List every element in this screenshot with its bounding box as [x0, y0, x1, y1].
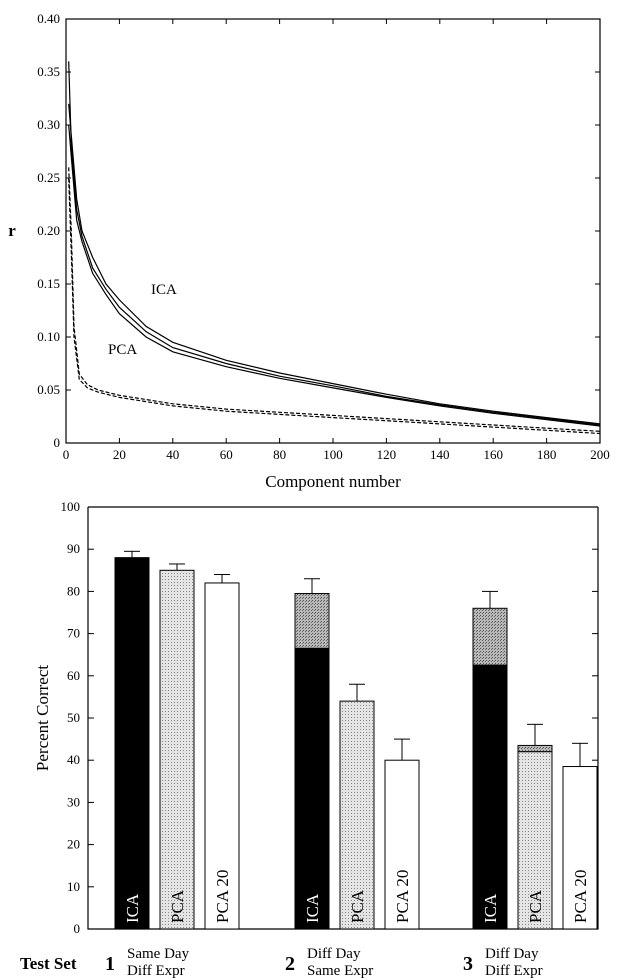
- test-set-number: 1: [105, 953, 115, 975]
- pca-20-bar: [384, 759, 420, 930]
- x-tick-label: 160: [483, 447, 503, 462]
- bar-y-tick-label: 70: [67, 626, 80, 641]
- ica-bar: [472, 664, 508, 930]
- pca-bar-label: PCA: [168, 889, 187, 923]
- ica-bar: [294, 647, 330, 930]
- test-set-condition-line1: Diff Day: [307, 946, 361, 962]
- pca-bar-label: PCA: [526, 889, 545, 923]
- ica-bar-label: ICA: [481, 893, 500, 923]
- bar-chart-bars: ICA PCA PCA 20 ICA PCA PCA 20 ICA PCA PCA 20: [114, 550, 598, 930]
- bar-chart: 0 10 20 30 40 50 60 70 80 90 100 ICA PCA PCA 20 ICA PC…: [20, 499, 599, 979]
- test-set-condition-line2: Diff Expr: [127, 963, 185, 979]
- ica-series-line: [68, 61, 601, 426]
- test-set-condition-line1: Diff Day: [485, 946, 539, 962]
- y-tick-label: 0.15: [37, 276, 60, 291]
- bar-y-tick-label: 0: [74, 921, 81, 936]
- ica-series-line: [68, 124, 601, 427]
- pca-20-bar: [562, 766, 598, 930]
- test-set-label: Test Set: [20, 954, 77, 973]
- bar-y-tick-label: 50: [67, 710, 80, 725]
- bar-y-tick-label: 90: [67, 541, 80, 556]
- pca-bar: [339, 700, 375, 930]
- bar-chart-axes: 0 10 20 30 40 50 60 70 80 90 100: [61, 499, 598, 936]
- x-axis-title: Component number: [265, 472, 401, 491]
- bar-y-tick-label: 60: [67, 668, 80, 683]
- x-tick-label: 60: [220, 447, 233, 462]
- y-tick-label: 0.30: [37, 117, 60, 132]
- pca-bar-label: PCA: [348, 889, 367, 923]
- line-chart-series: [68, 61, 601, 435]
- pca-20-bar: [204, 582, 240, 930]
- y-tick-label: 0.10: [37, 329, 60, 344]
- ica-bar-stack: [294, 593, 330, 649]
- pca-bar-stack: [517, 744, 553, 753]
- ica-annotation: ICA: [151, 282, 177, 298]
- ica-series-line: [68, 103, 601, 425]
- ica-bar: [114, 557, 150, 930]
- test-set-number: 3: [463, 953, 473, 975]
- x-tick-label: 100: [323, 447, 343, 462]
- bar-y-tick-label: 10: [67, 879, 80, 894]
- ica-bar-label: ICA: [303, 893, 322, 923]
- ica-bar-label: ICA: [123, 893, 142, 923]
- y-tick-label: 0.35: [37, 64, 60, 79]
- test-set-number: 2: [285, 953, 295, 975]
- test-set-condition-line1: Same Day: [127, 946, 190, 962]
- pca-series-line: [68, 177, 601, 435]
- bar-y-tick-label: 100: [61, 499, 81, 514]
- x-tick-label: 80: [273, 447, 286, 462]
- x-tick-label: 0: [63, 447, 70, 462]
- pca-series-line: [68, 167, 601, 432]
- pca-bar: [517, 751, 553, 930]
- pca-annotation: PCA: [108, 342, 137, 358]
- y-tick-label: 0.20: [37, 223, 60, 238]
- line-chart-axes: 0 20 40 60 80 100 120 140 160 180 200 0 0.05 0.10 0.15…: [37, 11, 610, 462]
- bar-y-tick-label: 40: [67, 752, 80, 767]
- x-tick-label: 180: [537, 447, 557, 462]
- x-tick-label: 140: [430, 447, 450, 462]
- y-axis-title: r: [8, 221, 16, 240]
- x-tick-label: 40: [166, 447, 179, 462]
- x-tick-label: 20: [113, 447, 126, 462]
- bar-y-tick-label: 80: [67, 583, 80, 598]
- bar-y-tick-label: 30: [67, 794, 80, 809]
- y-tick-label: 0.05: [37, 382, 60, 397]
- pca-20-bar-label: PCA 20: [393, 870, 412, 923]
- line-plot-frame: [65, 18, 601, 444]
- ica-bar-stack: [472, 607, 508, 666]
- y-tick-label: 0.40: [37, 11, 60, 26]
- bar-y-axis-title: Percent Correct: [33, 665, 52, 771]
- pca-bar: [159, 569, 195, 930]
- bar-y-tick-label: 20: [67, 837, 80, 852]
- line-chart: 0 20 40 60 80 100 120 140 160 180 200 0 0.05 0.10 0.15…: [8, 11, 610, 491]
- y-tick-label: 0: [54, 435, 61, 450]
- y-tick-label: 0.25: [37, 170, 60, 185]
- test-set-condition-line2: Same Expr: [307, 963, 373, 979]
- x-tick-label: 200: [590, 447, 610, 462]
- pca-20-bar-label: PCA 20: [213, 870, 232, 923]
- pca-20-bar-label: PCA 20: [571, 870, 590, 923]
- x-tick-label: 120: [377, 447, 397, 462]
- test-set-condition-line2: Diff Expr: [485, 963, 543, 979]
